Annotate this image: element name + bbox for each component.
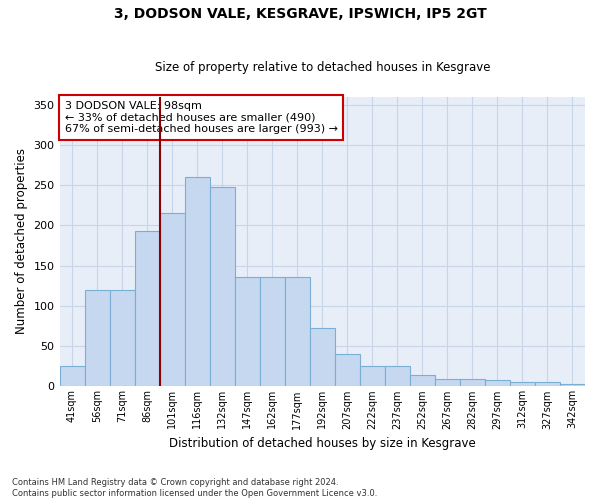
Bar [360, 366, 385, 386]
Bar [335, 354, 360, 386]
Bar [134, 231, 160, 386]
Bar [535, 382, 560, 386]
Bar [310, 328, 335, 386]
Bar [560, 384, 585, 386]
Title: Size of property relative to detached houses in Kesgrave: Size of property relative to detached ho… [155, 62, 490, 74]
Text: 3, DODSON VALE, KESGRAVE, IPSWICH, IP5 2GT: 3, DODSON VALE, KESGRAVE, IPSWICH, IP5 2… [113, 8, 487, 22]
Bar [260, 277, 285, 386]
Bar [59, 366, 85, 386]
Bar [185, 177, 209, 386]
Bar [435, 379, 460, 386]
Bar [460, 379, 485, 386]
Bar [110, 290, 134, 386]
Bar [235, 277, 260, 386]
Bar [85, 290, 110, 386]
Bar [160, 214, 185, 386]
Text: Contains HM Land Registry data © Crown copyright and database right 2024.
Contai: Contains HM Land Registry data © Crown c… [12, 478, 377, 498]
Bar [510, 382, 535, 386]
X-axis label: Distribution of detached houses by size in Kesgrave: Distribution of detached houses by size … [169, 437, 476, 450]
Bar [285, 277, 310, 386]
Bar [410, 375, 435, 386]
Bar [209, 188, 235, 386]
Y-axis label: Number of detached properties: Number of detached properties [15, 148, 28, 334]
Bar [385, 366, 410, 386]
Text: 3 DODSON VALE: 98sqm
← 33% of detached houses are smaller (490)
67% of semi-deta: 3 DODSON VALE: 98sqm ← 33% of detached h… [65, 101, 338, 134]
Bar [485, 380, 510, 386]
